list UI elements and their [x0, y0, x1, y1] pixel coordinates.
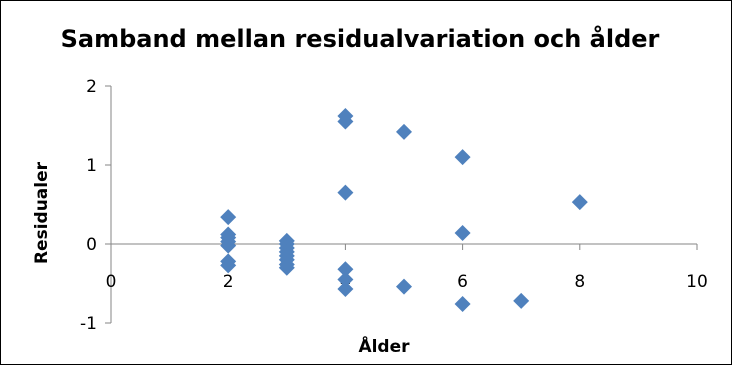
x-tick-label: 2 — [223, 272, 234, 292]
y-axis-title: Residualer — [32, 161, 52, 264]
data-point — [454, 296, 471, 313]
data-point — [220, 237, 237, 254]
data-point — [337, 184, 354, 201]
data-point — [220, 209, 237, 226]
data-point — [337, 261, 354, 278]
data-point — [337, 113, 354, 130]
x-tick-label: 10 — [686, 272, 708, 292]
axes — [105, 85, 698, 324]
data-point — [513, 292, 530, 309]
x-tick-label: 0 — [106, 272, 117, 292]
y-tick-label: 0 — [86, 235, 97, 255]
x-tick-label: 6 — [457, 272, 468, 292]
data-points — [220, 108, 588, 313]
y-tick-label: -1 — [80, 314, 97, 334]
data-point — [571, 194, 588, 211]
data-point — [337, 271, 354, 288]
y-tick-label: 1 — [86, 156, 97, 176]
data-point — [454, 224, 471, 241]
x-tick-label: 8 — [574, 272, 585, 292]
data-point — [220, 257, 237, 274]
data-point — [278, 259, 295, 276]
data-point — [337, 281, 354, 298]
chart-title: Samband mellan residualvariation och åld… — [61, 24, 660, 53]
y-tick-label: 2 — [86, 77, 97, 97]
data-point — [454, 149, 471, 166]
data-point — [396, 123, 412, 140]
data-point — [396, 278, 412, 295]
x-axis-title: Ålder — [358, 334, 410, 357]
